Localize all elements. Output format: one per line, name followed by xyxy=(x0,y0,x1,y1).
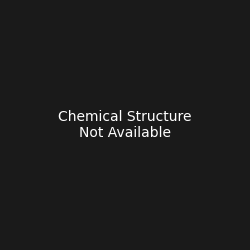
Text: Chemical Structure
Not Available: Chemical Structure Not Available xyxy=(58,110,192,140)
